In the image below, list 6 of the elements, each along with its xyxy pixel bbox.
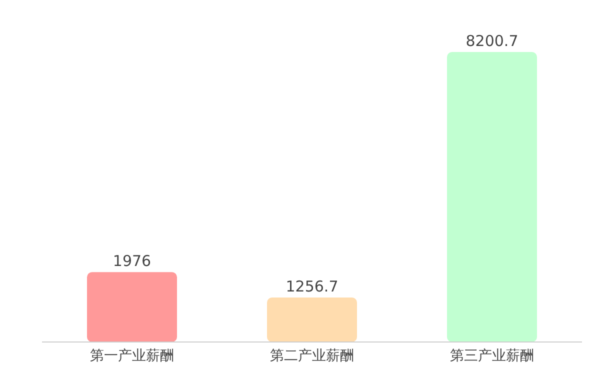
x-tick-label: 第二产业薪酬 [270, 348, 354, 364]
x-tick-label: 第一产业薪酬 [90, 348, 174, 364]
x-tick-label: 第三产业薪酬 [450, 348, 534, 364]
data-label: 8200.7 [466, 32, 518, 50]
data-label: 1976 [112, 252, 152, 270]
data-label: 1256.7 [286, 278, 338, 296]
